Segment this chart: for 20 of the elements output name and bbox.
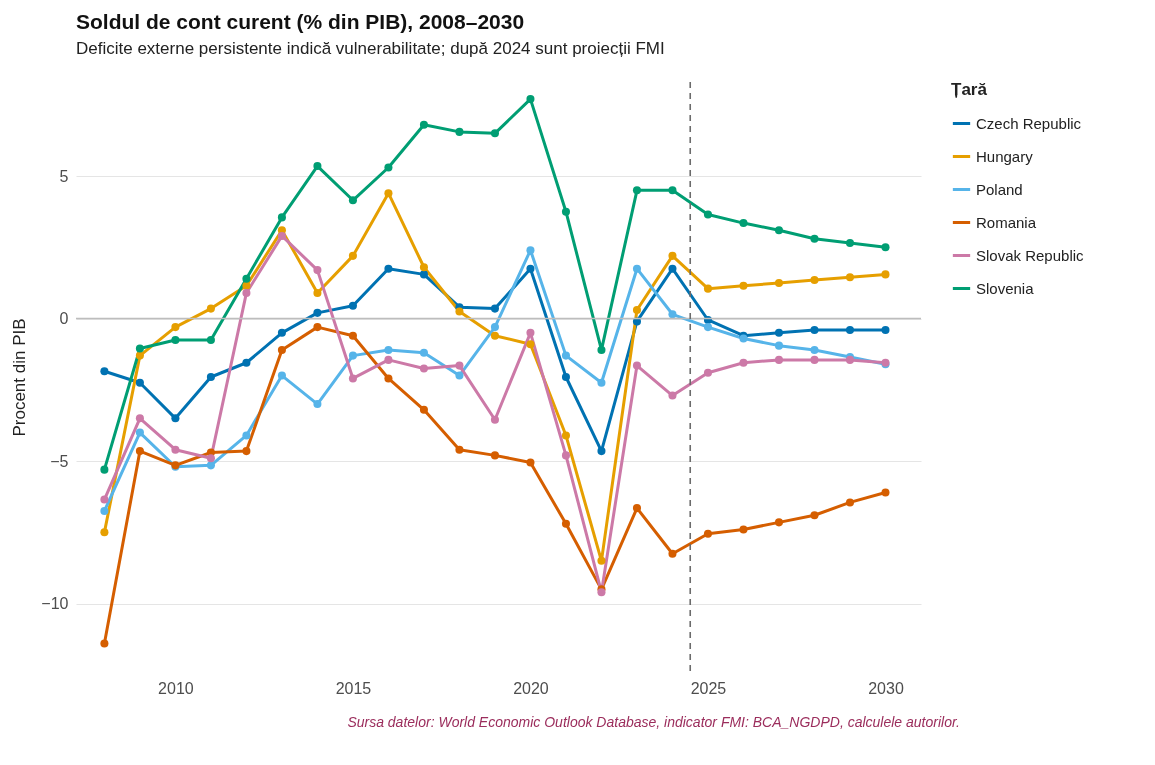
chart-title: Soldul de cont curent (% din PIB), 2008–2030 (76, 10, 525, 34)
x-tick-label: 2025 (690, 679, 727, 697)
y-tick-label: −10 (41, 595, 69, 613)
legend-label: Slovak Republic (976, 246, 1085, 264)
x-tick-label: 2015 (335, 679, 372, 697)
x-tick-label: 2020 (513, 679, 549, 697)
y-tick-label: −5 (50, 452, 69, 470)
legend-label: Poland (976, 180, 1023, 198)
y-tick-label: 5 (59, 167, 69, 185)
legend-title: Țară (951, 80, 988, 99)
x-tick-label: 2010 (158, 679, 194, 697)
text: Sursa datelor: World Economic Outlook Database, indicator FMI: BCA_NGDPD, calculele autorilor. (346, 714, 960, 730)
legend-label: Czech Republic (976, 114, 1082, 132)
legend-label: Hungary (976, 147, 1034, 165)
chart-subtitle: Deficite externe persistente indică vulnerabilitate; după 2024 sunt proiecții FMI (76, 39, 665, 59)
y-axis-title: Procent din PIB (10, 318, 30, 437)
y-tick-label: 0 (59, 310, 69, 328)
x-tick-label: 2030 (868, 679, 904, 697)
legend-label: Slovenia (976, 279, 1035, 297)
legend-label: Romania (976, 213, 1037, 231)
